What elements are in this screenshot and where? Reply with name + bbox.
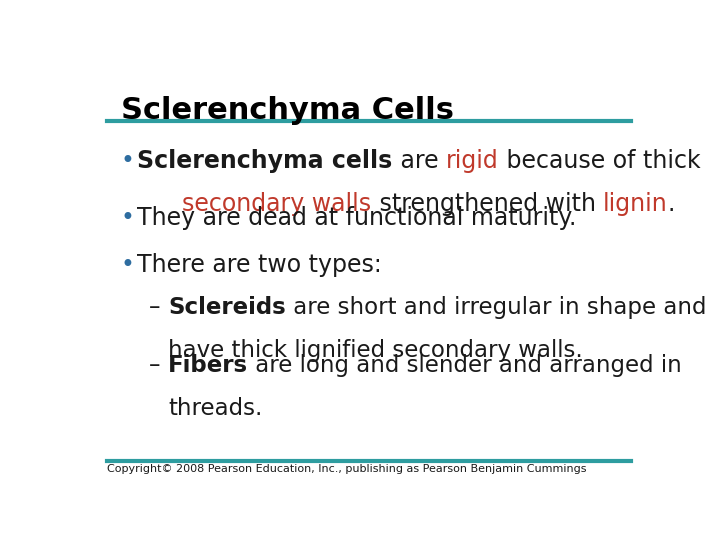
Text: There are two types:: There are two types:	[138, 253, 382, 276]
Text: Sclerenchyma Cells: Sclerenchyma Cells	[121, 96, 454, 125]
Text: –: –	[148, 295, 160, 319]
Text: lignin: lignin	[603, 192, 668, 217]
Text: are: are	[392, 149, 446, 173]
Text: have thick lignified secondary walls.: have thick lignified secondary walls.	[168, 339, 583, 362]
Text: strengthened with: strengthened with	[372, 192, 603, 217]
Text: are long and slender and arranged in: are long and slender and arranged in	[248, 354, 682, 377]
Text: threads.: threads.	[168, 397, 263, 421]
Text: because of thick: because of thick	[498, 149, 700, 173]
Text: Sclereids: Sclereids	[168, 295, 286, 319]
Text: Fibers: Fibers	[168, 354, 248, 377]
Text: Sclerenchyma cells: Sclerenchyma cells	[138, 149, 392, 173]
Text: rigid: rigid	[446, 149, 498, 173]
Text: •: •	[121, 206, 135, 230]
Text: secondary walls: secondary walls	[138, 192, 372, 217]
Text: –: –	[148, 354, 160, 377]
Text: are short and irregular in shape and: are short and irregular in shape and	[286, 295, 706, 319]
Text: .: .	[668, 192, 675, 217]
Text: •: •	[121, 253, 135, 276]
Text: They are dead at functional maturity.: They are dead at functional maturity.	[138, 206, 577, 230]
Text: Copyright© 2008 Pearson Education, Inc., publishing as Pearson Benjamin Cummings: Copyright© 2008 Pearson Education, Inc.,…	[107, 464, 586, 474]
Text: •: •	[121, 149, 135, 173]
